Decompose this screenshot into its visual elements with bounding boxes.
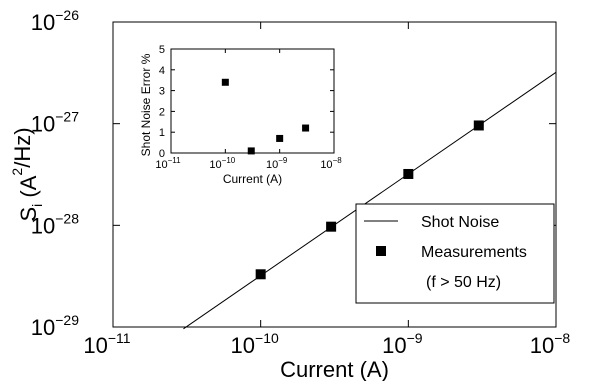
inset-error-marker <box>247 147 255 155</box>
legend-label-shot-noise: Shot Noise <box>421 214 499 231</box>
inset-y-axis-label: Shot Noise Error % <box>139 53 153 156</box>
inset-x-tick-label: 10−10 <box>209 156 235 171</box>
legend: Shot Noise Measurements (f > 50 Hz) <box>355 203 555 304</box>
measurement-marker <box>255 269 266 280</box>
x-axis-label: Current (A) <box>280 357 389 381</box>
main-plot: 10−11 10−10 10−9 10−8 10−29 10−28 10−27 10−26 Cu… <box>9 7 570 381</box>
x-tick-label: 10−10 <box>231 330 279 358</box>
legend-marker-swatch <box>376 246 386 256</box>
measurement-marker <box>326 221 337 232</box>
y-tick-label: 10−27 <box>31 109 79 137</box>
legend-label-condition: (f > 50 Hz) <box>426 274 501 291</box>
inset-x-axis-label: Current (A) <box>223 172 282 186</box>
inset-y-tick-label: 4 <box>159 65 165 77</box>
inset-error-marker <box>221 78 229 86</box>
legend-label-measurements: Measurements <box>421 244 527 261</box>
x-tick-label: 10−11 <box>83 330 130 358</box>
y-tick-label: 10−28 <box>31 210 79 238</box>
inset-error-marker <box>302 124 310 132</box>
inset-y-tick-label: 5 <box>159 44 165 56</box>
measurement-marker <box>403 168 414 179</box>
inset-y-tick-label: 1 <box>159 127 165 139</box>
inset-plot-frame <box>170 48 335 154</box>
inset-y-tick-label: 0 <box>159 148 165 160</box>
inset-y-tick-label: 3 <box>159 86 165 98</box>
inset-x-tick-label: 10−9 <box>266 156 288 171</box>
measurement-marker <box>473 120 484 131</box>
inset-y-tick-label: 2 <box>159 106 165 118</box>
inset-x-tick-label: 10−8 <box>320 156 342 171</box>
y-tick-label: 10−26 <box>31 7 79 35</box>
y-tick-label: 10−29 <box>31 312 79 340</box>
inset-x-tick-label: 10−11 <box>155 156 181 171</box>
main-plot-frame <box>112 21 557 328</box>
y-axis-label: Si (A2/Hz) <box>9 127 45 221</box>
inset-plot: 0 1 2 3 4 5 10−11 10−10 10−9 10−8 Current (A) Shot … <box>139 44 342 186</box>
x-tick-label: 10−8 <box>530 330 571 358</box>
shot-noise-line <box>183 71 557 330</box>
main-data <box>183 71 557 330</box>
x-tick-label: 10−9 <box>382 330 423 358</box>
inset-error-marker <box>276 134 284 142</box>
